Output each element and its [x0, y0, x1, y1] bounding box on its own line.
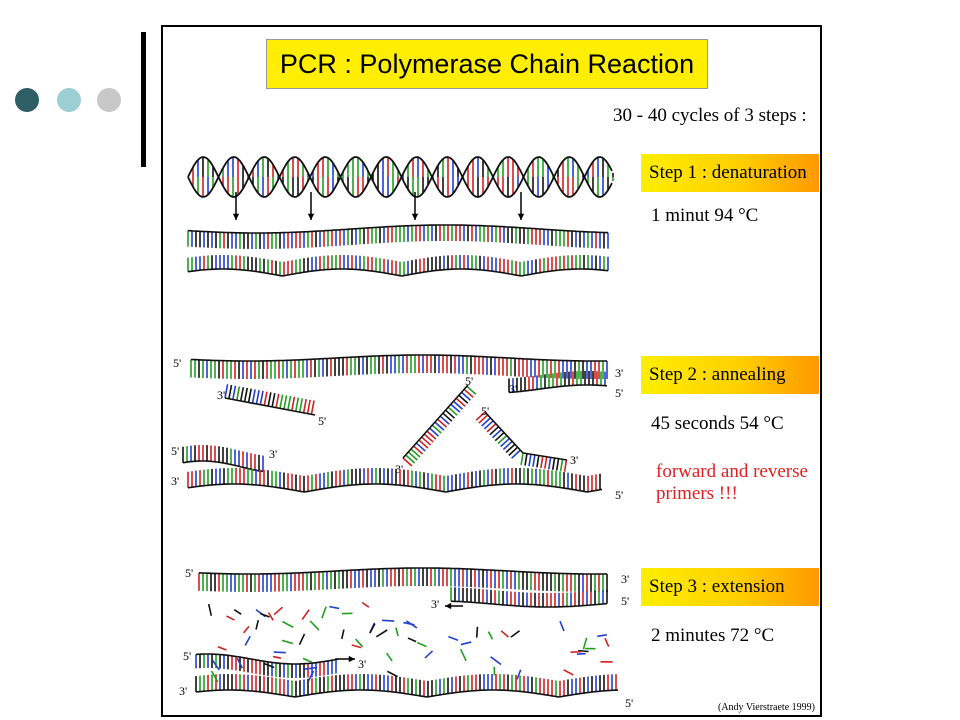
step-1-label: Step 1 : denaturation	[641, 154, 819, 192]
separated-strand-bottom	[187, 255, 609, 277]
end-label-5-primer-right: 5'	[615, 386, 623, 400]
end-label-3-bottom: 3'	[171, 474, 179, 488]
step-3-label: Step 3 : extension	[641, 568, 819, 606]
end-label-5-bottom: 5'	[615, 488, 623, 502]
end-label-3-top: 3'	[615, 366, 623, 380]
end-label-5-ext-new-bottom: 5'	[183, 649, 191, 663]
extension-template-bottom	[195, 674, 619, 698]
diagram-title: PCR : Polymerase Chain Reaction	[266, 39, 708, 89]
author-credit: (Andy Vierstraete 1999)	[718, 702, 815, 713]
end-label-5-diagonal: 5'	[465, 374, 473, 388]
separated-strand-top	[187, 224, 609, 249]
denature-arrow-2	[307, 192, 315, 220]
end-label-3-diagonal: 3'	[395, 462, 403, 476]
denature-arrow-1	[232, 192, 240, 220]
template-strand-top	[190, 354, 608, 379]
end-label-3-primer-left: 3'	[217, 388, 225, 402]
double-helix	[187, 156, 614, 198]
primers-note: forward and reverse primers !!!	[656, 461, 808, 505]
end-label-3-primer-right: 3'	[509, 382, 517, 396]
end-label-3-ext-bottom: 3'	[179, 684, 187, 698]
step-2-condition: 45 seconds 54 °C	[651, 413, 784, 434]
step-2-label: Step 2 : annealing	[641, 356, 819, 394]
short-strand-left	[182, 445, 264, 473]
extension-arrow-bottom	[335, 655, 355, 663]
pcr-diagram-panel: 5' 3' 3' 5' 3' 5' 3' 5' 5' 3' 5' 3' 3' 5' 5' 3' 3' 5' 5' 3'…	[161, 25, 822, 717]
end-label-5-primer-left: 5'	[318, 414, 326, 428]
end-label-5-short: 5'	[171, 444, 179, 458]
template-strand-bottom	[187, 468, 603, 493]
step-1-condition: 1 minut 94 °C	[651, 205, 759, 226]
bullet-dot-grey	[97, 88, 121, 112]
primer-strand-right	[508, 371, 608, 394]
end-label-5-ext-bottom: 5'	[625, 696, 633, 710]
end-label-3-ext-new-bottom: 3'	[358, 657, 366, 671]
primers-note-line-2: primers !!!	[656, 483, 738, 504]
title-divider-bar	[141, 32, 146, 167]
primer-strand-diagonal	[402, 384, 477, 467]
primer-strand-left	[224, 384, 316, 416]
end-label-3-ext-top: 3'	[621, 572, 629, 586]
end-label-5-ext-new: 5'	[621, 594, 629, 608]
bullet-dot-light	[57, 88, 81, 112]
extension-new-strand-bottom	[195, 653, 339, 678]
denature-arrow-4	[517, 192, 525, 220]
step-3-condition: 2 minutes 72 °C	[651, 625, 775, 646]
denature-arrow-3	[411, 192, 419, 220]
primer-strand-bent-b	[520, 452, 568, 472]
end-label-3-bent: 3'	[570, 453, 578, 467]
free-nucleotides	[207, 601, 613, 683]
primers-note-line-1: forward and reverse	[656, 461, 808, 482]
cycles-subtitle: 30 - 40 cycles of 3 steps :	[613, 105, 807, 126]
extension-template-top	[198, 567, 608, 592]
end-label-5-top: 5'	[173, 356, 181, 370]
extension-arrow-top	[445, 602, 463, 610]
bullet-dot-dark	[15, 88, 39, 112]
primer-strand-bent-a	[475, 411, 524, 459]
extension-new-strand-top	[450, 587, 608, 608]
end-label-3-short: 3'	[269, 447, 277, 461]
end-label-5-ext-top: 5'	[185, 566, 193, 580]
end-label-3-ext-new: 3'	[431, 597, 439, 611]
end-label-5-bent: 5'	[481, 404, 489, 418]
dna-illustration: 5' 3' 3' 5' 3' 5' 3' 5' 5' 3' 5' 3' 3' 5' 5' 3' 3' 5' 5' 3'…	[171, 156, 633, 710]
